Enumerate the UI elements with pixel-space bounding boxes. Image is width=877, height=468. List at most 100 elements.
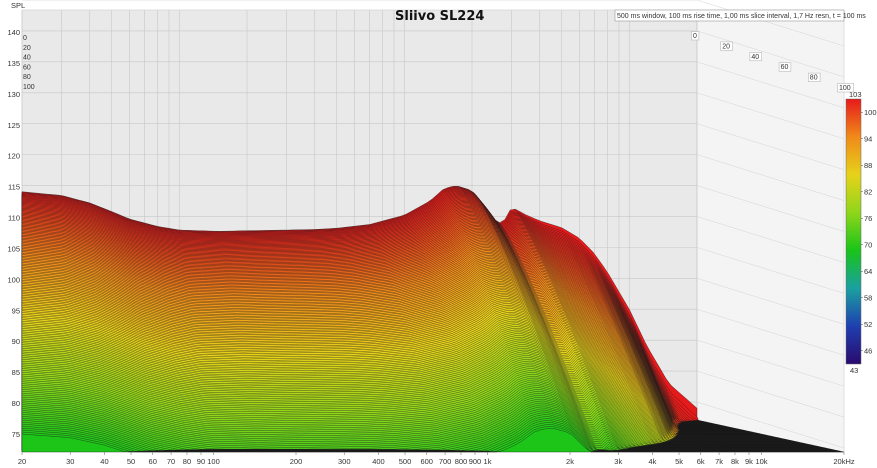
y-tick-label: 110 <box>8 214 20 223</box>
time-tick-left-label: 60 <box>23 64 31 71</box>
grid-line-side <box>696 308 845 356</box>
x-tick-label: 3k <box>614 457 622 466</box>
x-tick-label: 200 <box>290 457 303 466</box>
x-tick-label: 70 <box>167 457 175 466</box>
x-tick-label: 500 <box>399 457 412 466</box>
grid-line-side <box>696 185 845 232</box>
x-tick-label: 800 <box>455 457 468 466</box>
y-tick-label: 125 <box>7 121 20 130</box>
grid-line-side <box>696 339 845 387</box>
y-tick-label: 140 <box>7 28 20 37</box>
y-tick-label: 100 <box>7 275 20 284</box>
x-axis: 20 30 40 50 60 70 80 90 100 200 300 400 500 600 700 800… <box>18 452 855 466</box>
time-tick-label: 20 <box>722 43 730 50</box>
time-tick-label: 40 <box>751 54 759 61</box>
time-tick-left-label: 80 <box>23 74 31 81</box>
colorbar-scale <box>845 98 862 365</box>
x-tick-label: 1k <box>484 457 492 466</box>
y-axis-label: SPL <box>11 1 25 10</box>
y-tick-label: 85 <box>12 368 20 377</box>
subtitle-box <box>614 9 845 22</box>
x-tick-label: 50 <box>127 457 135 466</box>
colorbar-tick-label: 52 <box>864 320 872 329</box>
x-tick-label: 20 <box>18 457 26 466</box>
x-tick-label: 90 <box>197 457 205 466</box>
y-tick-label: 80 <box>12 399 20 408</box>
time-tick-label: 0 <box>693 33 697 40</box>
x-tick-label: 5k <box>675 457 683 466</box>
colorbar-min-label: 43 <box>850 366 858 375</box>
x-tick-label: 9k <box>745 457 753 466</box>
grid-line-side <box>696 154 845 201</box>
grid-line-side <box>696 61 845 109</box>
colorbar-tick-label: 88 <box>864 161 872 170</box>
x-tick-label: 4k <box>649 457 657 466</box>
time-tick-label: 80 <box>810 75 818 82</box>
x-tick-label: 10k <box>755 457 767 466</box>
x-tick-label: 8k <box>731 457 739 466</box>
y-tick-label: 130 <box>7 90 20 99</box>
chart-subtitle: 500 ms window, 100 ms rise time, 1,00 ms… <box>617 13 866 20</box>
colorbar-tick-label: 46 <box>864 346 872 355</box>
y-tick-label: 135 <box>7 59 20 68</box>
x-tick-label: 20kHz <box>833 457 855 466</box>
y-axis: 75 80 85 90 95 100 105 110 115 120 125 130 135 140 <box>7 28 20 439</box>
grid-line-side <box>696 0 845 47</box>
x-tick-label: 900 <box>469 457 482 466</box>
time-axis: 0 20 40 60 80 100 0 20 40 60 80 100 <box>23 31 854 93</box>
waterfall-surface <box>21 186 844 453</box>
colorbar-max-label: 103 <box>849 90 862 99</box>
y-tick-label: 105 <box>7 244 20 253</box>
x-tick-label: 40 <box>100 457 108 466</box>
colorbar-tick-label: 82 <box>864 187 872 196</box>
time-tick-box <box>691 31 700 41</box>
colorbar-tick-label: 70 <box>864 240 872 249</box>
grid-line-side <box>696 123 845 170</box>
x-tick-label: 6k <box>697 457 705 466</box>
colorbar-tick-label: 58 <box>864 293 872 302</box>
grid-line-side <box>696 247 845 294</box>
time-tick-box <box>808 72 821 82</box>
x-tick-label: 700 <box>439 457 452 466</box>
grid-line-side <box>696 278 845 325</box>
grid-line-side <box>696 401 845 449</box>
grid-line-side <box>696 92 845 140</box>
x-tick-label: 300 <box>338 457 351 466</box>
grid-line-side <box>696 216 845 263</box>
colorbar-tick-label: 94 <box>864 134 872 143</box>
waterfall-slice <box>21 387 824 448</box>
time-tick-box <box>720 41 733 51</box>
colorbar-tick-label: 76 <box>864 214 872 223</box>
y-tick-label: 120 <box>7 152 20 161</box>
waterfall-slice <box>21 428 844 453</box>
x-tick-label: 60 <box>149 457 157 466</box>
time-tick-label: 100 <box>839 85 851 92</box>
chart-title: Sliivo SL224 <box>395 9 484 24</box>
time-tick-left-label: 100 <box>23 84 35 91</box>
time-tick-box <box>837 83 854 93</box>
x-tick-label: 400 <box>372 457 385 466</box>
y-tick-label: 90 <box>12 337 20 346</box>
x-tick-label: 30 <box>66 457 74 466</box>
time-tick-left-label: 40 <box>23 55 31 62</box>
time-tick-label: 60 <box>781 64 789 71</box>
grid-line-side <box>696 30 845 78</box>
y-tick-label: 95 <box>12 306 20 315</box>
colorbar-tick-label: 100 <box>864 108 877 117</box>
x-tick-label: 2k <box>566 457 574 466</box>
colorbar: 100 94 88 82 76 70 64 58 52 46 103 43 <box>845 90 877 375</box>
time-tick-left-label: 20 <box>23 45 31 52</box>
y-tick-label: 115 <box>8 183 20 192</box>
y-tick-label: 75 <box>12 430 20 439</box>
x-tick-label: 100 <box>207 457 220 466</box>
colorbar-tick-label: 64 <box>864 267 872 276</box>
x-tick-label: 80 <box>183 457 191 466</box>
time-tick-left-label: 0 <box>23 35 27 42</box>
time-tick-box <box>749 52 762 62</box>
side-wall <box>696 9 845 453</box>
x-tick-label: 600 <box>420 457 433 466</box>
grid-line-side <box>696 370 845 418</box>
x-tick-label: 7k <box>715 457 723 466</box>
time-tick-box <box>778 62 792 72</box>
